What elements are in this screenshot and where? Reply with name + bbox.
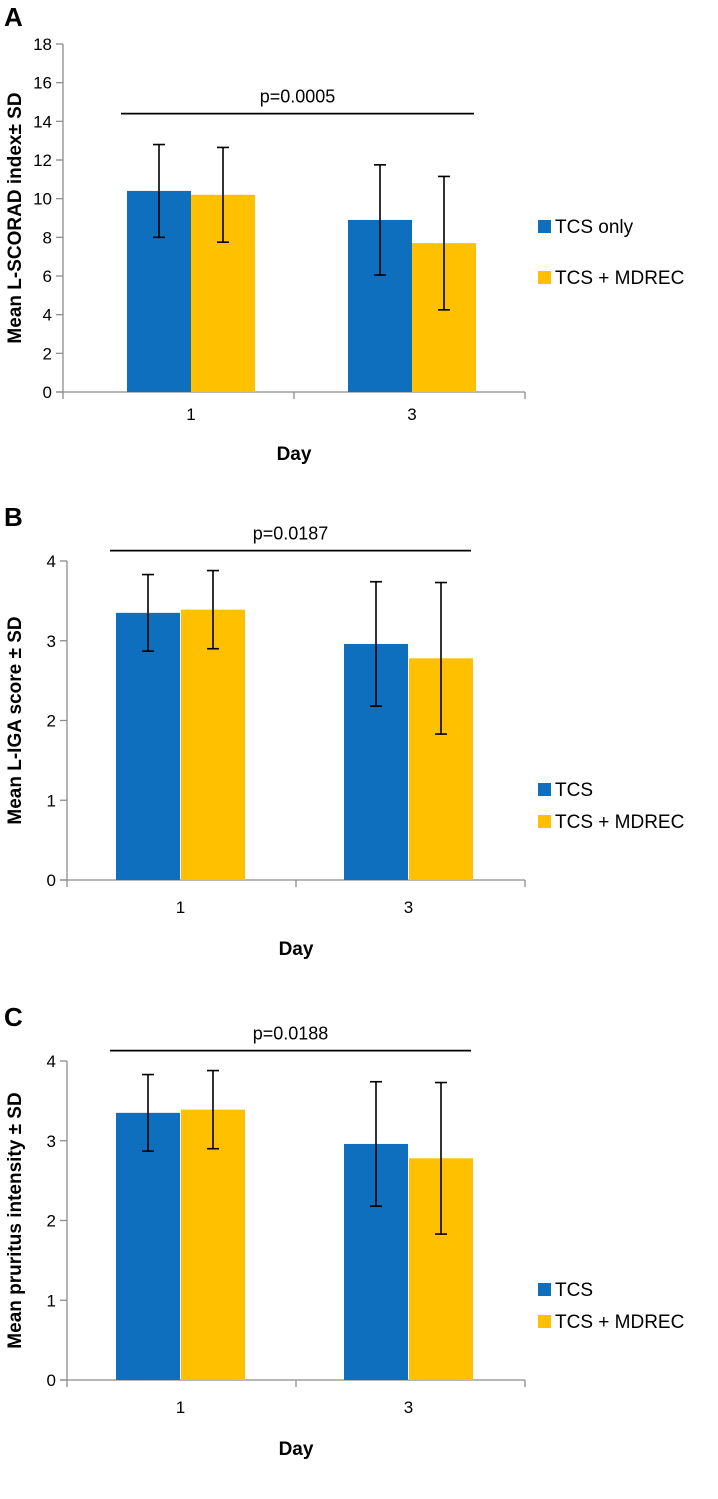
y-tick-label: 4 xyxy=(47,1052,56,1071)
legend-swatch xyxy=(538,1315,551,1328)
x-category-label: 1 xyxy=(176,1398,185,1417)
y-tick-label: 0 xyxy=(43,383,52,402)
y-tick-label: 18 xyxy=(33,35,52,54)
legend-swatch xyxy=(538,815,551,828)
x-category-label: 1 xyxy=(176,898,185,917)
y-tick-label: 4 xyxy=(47,552,56,571)
bar-b-day1-series2 xyxy=(181,609,245,880)
legend-label: TCS xyxy=(555,780,593,801)
panel-c: C 0 1 2 3 4 1 3 Day Mean pruritus intensity ± SD p… xyxy=(0,1000,718,1499)
legend-swatch xyxy=(538,1283,551,1296)
y-tick-label: 1 xyxy=(47,791,56,810)
legend-swatch xyxy=(538,271,551,284)
y-tick-label: 14 xyxy=(33,112,52,131)
y-tick-label: 8 xyxy=(43,228,52,247)
y-axis-label: Mean L-SCORAD index± SD xyxy=(5,92,26,343)
x-axis-label: Day xyxy=(279,939,314,960)
legend-label: TCS + MDREC xyxy=(555,1312,684,1333)
x-axis-label: Day xyxy=(277,444,312,465)
x-category-label: 3 xyxy=(407,405,416,424)
panel-letter: A xyxy=(4,2,23,32)
chart-a-svg: A 0 2 4 6 8 10 12 14 16 18 1 3 Day Mean L-SCORAD index… xyxy=(4,2,684,465)
p-value-label: p=0.0187 xyxy=(253,524,329,544)
panel-letter: C xyxy=(4,1002,23,1032)
bar-c-day1-series2 xyxy=(181,1109,245,1380)
y-tick-label: 2 xyxy=(47,712,56,731)
y-tick-label: 0 xyxy=(47,1371,56,1390)
y-tick-label: 10 xyxy=(33,190,52,209)
y-tick-label: 16 xyxy=(33,74,52,93)
panel-letter: B xyxy=(4,502,23,532)
bar-b-day1-series1 xyxy=(116,612,180,880)
y-tick-label: 3 xyxy=(47,632,56,651)
y-axis-label: Mean L-IGA score ± SD xyxy=(5,616,26,824)
y-tick-label: 6 xyxy=(43,267,52,286)
legend-label: TCS only xyxy=(555,217,634,238)
panel-b: B 0 1 2 3 4 1 3 Day Mean L-IGA score ± SD p=0.0187… xyxy=(0,500,718,1000)
x-axis-label: Day xyxy=(279,1439,314,1460)
bar-c-day1-series1 xyxy=(116,1112,180,1380)
chart-c-svg: C 0 1 2 3 4 1 3 Day Mean pruritus intensity ± SD p… xyxy=(4,1002,684,1460)
y-axis-label: Mean pruritus intensity ± SD xyxy=(5,1092,26,1348)
y-tick-label: 0 xyxy=(47,871,56,890)
x-category-label: 3 xyxy=(404,898,413,917)
p-value-label: p=0.0188 xyxy=(253,1024,329,1044)
y-tick-label: 2 xyxy=(47,1212,56,1231)
panel-a: A 0 2 4 6 8 10 12 14 16 18 1 3 Day Mean L-SCORAD index… xyxy=(0,0,718,500)
chart-b-svg: B 0 1 2 3 4 1 3 Day Mean L-IGA score ± SD p=0.0187… xyxy=(4,502,684,960)
p-value-label: p=0.0005 xyxy=(260,87,336,107)
y-tick-label: 4 xyxy=(43,306,52,325)
legend-label: TCS + MDREC xyxy=(555,268,684,289)
y-tick-label: 1 xyxy=(47,1291,56,1310)
y-tick-label: 2 xyxy=(43,344,52,363)
x-category-label: 3 xyxy=(404,1398,413,1417)
x-category-label: 1 xyxy=(186,405,195,424)
legend-label: TCS xyxy=(555,1280,593,1301)
legend-swatch xyxy=(538,220,551,233)
y-tick-label: 12 xyxy=(33,151,52,170)
y-tick-label: 3 xyxy=(47,1132,56,1151)
legend-swatch xyxy=(538,783,551,796)
legend-label: TCS + MDREC xyxy=(555,812,684,833)
